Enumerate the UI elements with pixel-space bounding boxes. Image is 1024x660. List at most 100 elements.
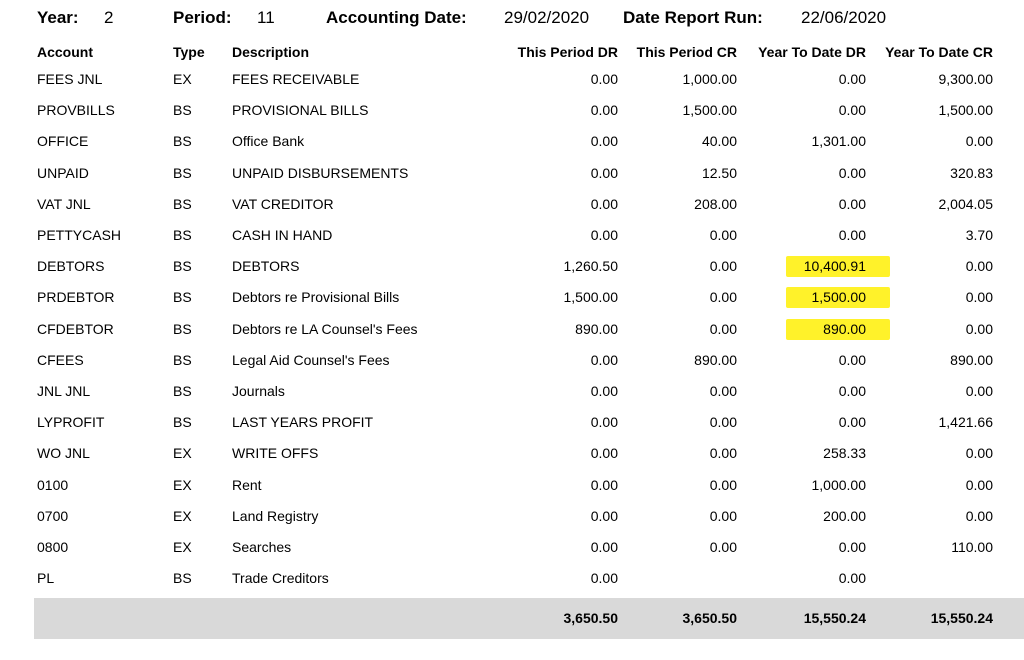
highlight-mark [786,287,890,309]
table-row: 0800 EX Searches 0.00 0.00 0.00 110.00 [0,532,1024,563]
cell-ytd-cr: 0.00 [965,445,993,462]
total-this-period-dr: 3,650.50 [563,610,619,626]
cell-this-period-dr: 0.00 [590,539,618,555]
cell-type: EX [173,476,192,493]
cell-description: Debtors re Provisional Bills [232,289,400,306]
cell-ytd-cr: 0.00 [965,383,993,399]
cell-this-period-dr: 0.00 [590,351,618,368]
table-row: CFEES BS Legal Aid Counsel's Fees 0.00 890.0… [0,345,1024,376]
cell-ytd-cr: 0.00 [965,289,993,306]
cell-account: VAT JNL [37,195,91,212]
cell-this-period-cr: 0.00 [709,227,737,243]
cell-description: WRITE OFFS [232,445,319,462]
cell-ytd-dr: 890.00 [823,320,866,337]
cell-this-period-dr: 0.00 [590,164,618,181]
cell-account: PRDEBTOR [37,289,115,306]
col-this-period-cr: This Period CR [636,44,737,60]
cell-description: Trade Creditors [232,570,329,587]
cell-ytd-dr: 0.00 [838,570,866,587]
col-description: Description [232,44,310,60]
cell-description: VAT CREDITOR [232,195,334,212]
year-value: 2 [104,8,114,27]
cell-this-period-cr: 0.00 [709,476,737,493]
col-ytd-cr: Year To Date CR [885,44,993,60]
cell-this-period-cr: 0.00 [709,383,737,399]
col-type: Type [173,44,205,60]
cell-type: BS [173,414,192,431]
cell-account: UNPAID [37,164,89,181]
cell-this-period-cr: 0.00 [709,445,737,462]
cell-this-period-cr: 0.00 [709,258,737,275]
cell-ytd-dr: 1,500.00 [811,289,867,306]
cell-this-period-cr: 890.00 [694,351,737,368]
table-row: 0700 EX Land Registry 0.00 0.00 200.00 0.00 [0,501,1024,532]
cell-this-period-dr: 0.00 [590,570,618,587]
cell-account: 0100 [37,476,69,493]
cell-ytd-dr: 258.33 [823,445,866,462]
table-row: UNPAID BS UNPAID DISBURSEMENTS 0.00 12.50 0.0… [0,158,1024,189]
cell-account: CFEES [37,351,84,368]
cell-ytd-dr: 0.00 [838,195,866,212]
cell-account: PL [37,570,55,587]
cell-description: LAST YEARS PROFIT [232,414,374,431]
table-row: WO JNL EX WRITE OFFS 0.00 0.00 258.33 0.00 [0,438,1024,469]
cell-description: FEES RECEIVABLE [232,71,360,87]
col-account: Account [37,44,93,60]
cell-ytd-cr: 0.00 [965,476,993,493]
cell-this-period-cr: 0.00 [709,320,737,337]
cell-this-period-cr: 208.00 [694,195,737,212]
table-row: PRDEBTOR BS Debtors re Provisional Bills 1,… [0,282,1024,313]
cell-ytd-cr: 2,004.05 [938,195,994,212]
cell-ytd-cr: 0.00 [965,133,993,150]
col-this-period-dr: This Period DR [517,44,618,60]
table-row: PROVBILLS BS PROVISIONAL BILLS 0.00 1,500.00… [0,95,1024,126]
cell-type: BS [173,133,192,150]
totals-row: 3,650.50 3,650.50 15,550.24 15,550.24 [34,598,1024,639]
table-row: OFFICE BS Office Bank 0.00 40.00 1,301.00 0.00 [0,126,1024,157]
cell-type: BS [173,258,192,275]
period-value: 11 [257,8,275,27]
year-label: Year: [37,8,79,27]
table-row: CFDEBTOR BS Debtors re LA Counsel's Fees 89… [0,314,1024,345]
cell-type: BS [173,383,192,399]
cell-ytd-dr: 1,301.00 [811,133,867,150]
cell-type: BS [173,351,192,368]
col-ytd-dr: Year To Date DR [758,44,866,60]
cell-description: Searches [232,539,292,555]
cell-this-period-dr: 0.00 [590,383,618,399]
cell-ytd-dr: 0.00 [838,71,866,87]
cell-this-period-dr: 890.00 [575,320,618,337]
cell-ytd-cr: 1,421.66 [938,414,994,431]
period-label: Period: [173,8,232,27]
cell-description: DEBTORS [232,258,300,275]
cell-this-period-cr: 0.00 [709,539,737,555]
cell-type: BS [173,570,192,587]
cell-ytd-dr: 200.00 [823,507,866,524]
highlight-mark [786,318,890,340]
cell-ytd-cr: 110.00 [951,539,993,555]
cell-type: EX [173,71,192,87]
cell-account: OFFICE [37,133,89,150]
table-row: 0100 EX Rent 0.00 0.00 1,000.00 0.00 [0,470,1024,501]
cell-this-period-cr: 1,000.00 [682,71,738,87]
cell-description: UNPAID DISBURSEMENTS [232,164,409,181]
cell-type: BS [173,195,192,212]
cell-this-period-cr: 1,500.00 [682,102,738,119]
cell-this-period-dr: 1,500.00 [563,289,619,306]
cell-account: PROVBILLS [37,102,115,119]
cell-type: BS [173,289,192,306]
cell-ytd-cr: 890.00 [950,351,993,368]
cell-type: BS [173,102,192,119]
cell-this-period-dr: 1,260.50 [563,258,619,275]
cell-ytd-cr: 0.00 [965,258,993,275]
cell-this-period-dr: 0.00 [590,507,618,524]
cell-ytd-dr: 0.00 [838,414,866,431]
cell-this-period-dr: 0.00 [590,476,618,493]
cell-this-period-dr: 0.00 [590,414,618,431]
cell-type: BS [173,227,192,243]
cell-ytd-dr: 0.00 [838,102,866,119]
cell-this-period-cr: 0.00 [709,507,737,524]
cell-ytd-dr: 0.00 [838,164,866,181]
cell-this-period-dr: 0.00 [590,71,618,87]
cell-ytd-cr: 3.70 [965,227,993,243]
